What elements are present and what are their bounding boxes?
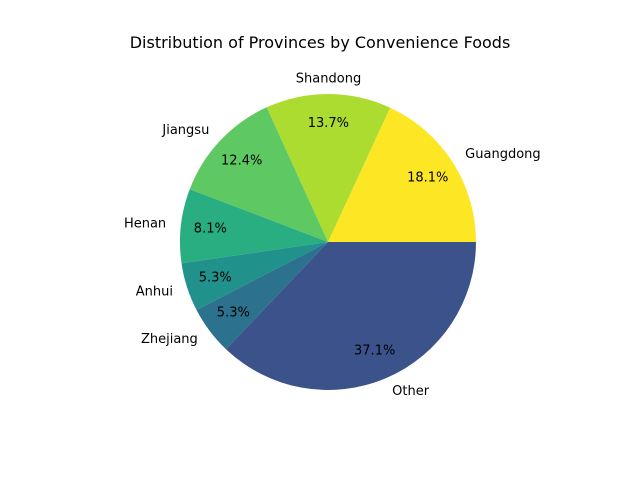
slice-label-anhui: Anhui: [136, 284, 173, 299]
pie-slice-jiangsu: [189, 107, 328, 242]
pie-slice-anhui: [181, 242, 328, 311]
slice-label-jiangsu: Jiangsu: [161, 123, 209, 138]
slice-percent-shandong: 13.7%: [308, 116, 349, 131]
slice-label-zhejiang: Zhejiang: [141, 332, 198, 347]
slice-label-guangdong: Guangdong: [465, 147, 540, 162]
slice-percent-jiangsu: 12.4%: [221, 153, 262, 168]
pie-slice-henan: [180, 189, 328, 264]
pie-slice-shandong: [266, 94, 391, 243]
slice-label-other: Other: [392, 384, 430, 399]
pie-slice-other: [226, 242, 476, 390]
slice-percent-anhui: 5.3%: [199, 271, 232, 286]
slice-percent-guangdong: 18.1%: [407, 171, 448, 186]
slice-percent-henan: 8.1%: [194, 222, 227, 237]
slice-label-henan: Henan: [124, 217, 166, 232]
pie-slice-guangdong: [328, 107, 476, 242]
pie-labels: Guangdong 18.1% Shandong 13.7% Jiangsu 12.4% H…: [124, 72, 541, 399]
slice-percent-other: 37.1%: [354, 343, 395, 358]
chart-title: Distribution of Provinces by Convenience…: [129, 33, 511, 52]
slice-percent-zhejiang: 5.3%: [217, 306, 250, 321]
pie-slices: [180, 94, 476, 390]
pie-slice-zhejiang: [196, 242, 328, 350]
slice-label-shandong: Shandong: [296, 72, 361, 87]
